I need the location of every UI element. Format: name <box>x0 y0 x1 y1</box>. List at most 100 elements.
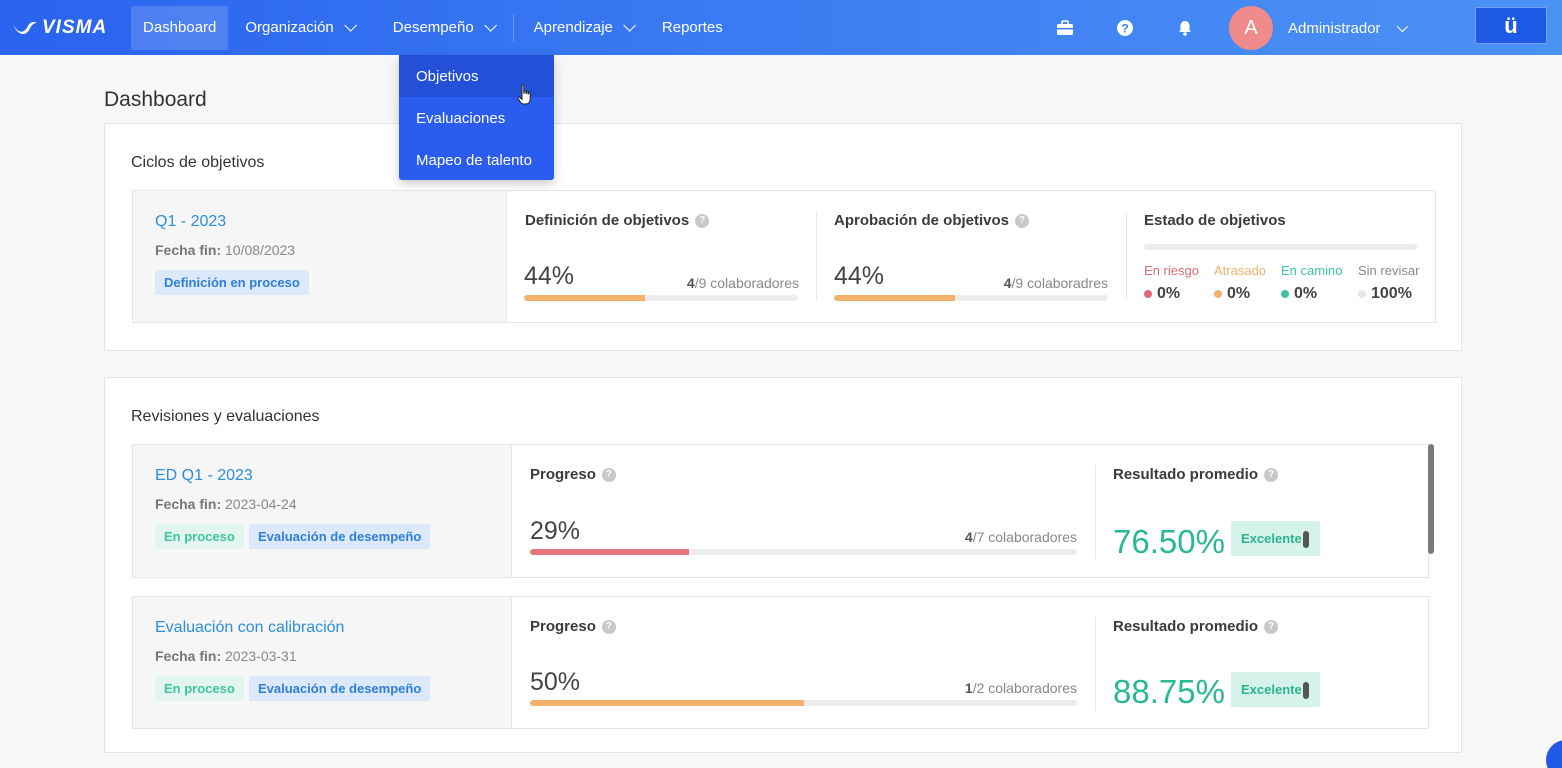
nav-desempeno[interactable]: Desempeño <box>381 6 505 50</box>
status-unreviewed-value: 100% <box>1371 285 1412 302</box>
nav-dashboard[interactable]: Dashboard <box>131 5 229 50</box>
progress-total: /7 colaboradores <box>972 529 1077 545</box>
cycle-name-link[interactable]: Q1 - 2023 <box>155 213 227 230</box>
help-icon[interactable]: ? <box>601 619 616 634</box>
review-info: Evaluación con calibración Fecha fin: 20… <box>133 597 512 728</box>
chat-widget-button[interactable] <box>1546 740 1562 768</box>
nav-aprendizaje[interactable]: Aprendizaje <box>522 6 644 50</box>
visma-logo[interactable]: VISMA <box>12 17 124 39</box>
progress-collaborators: 4/7 colaboradores <box>878 529 1077 545</box>
progress-bar <box>530 549 1077 555</box>
review-row: Evaluación con calibración Fecha fin: 20… <box>132 596 1429 729</box>
objectives-card: Ciclos de objetivos Q1 - 2023 Fecha fin:… <box>104 123 1462 351</box>
status-bar <box>1144 244 1417 250</box>
end-date-label: Fecha fin: <box>155 242 222 258</box>
result-title-text: Resultado promedio <box>1113 618 1259 635</box>
grip-icon <box>1303 682 1309 699</box>
help-icon[interactable]: ? <box>695 213 710 228</box>
status-delayed-label: Atrasado <box>1214 263 1267 278</box>
status-at-risk-label: En riesgo <box>1144 263 1199 278</box>
divider <box>816 211 817 301</box>
app-switcher-button[interactable]: ü <box>1475 7 1547 44</box>
avatar[interactable]: A <box>1229 6 1273 50</box>
progress-fill <box>530 549 689 555</box>
status-unreviewed: 100% <box>1358 285 1412 303</box>
svg-text:?: ? <box>1121 22 1128 36</box>
help-icon[interactable]: ? <box>1015 213 1030 228</box>
approval-total: /9 colaboradres <box>1011 275 1108 291</box>
status-on-track-value: 0% <box>1294 285 1318 302</box>
help-button[interactable]: ? <box>1095 6 1155 50</box>
status-at-risk-value: 0% <box>1157 285 1181 302</box>
bell-icon <box>1179 21 1191 36</box>
nav-organizacion-label: Organización <box>245 19 334 36</box>
progress-done: 4 <box>964 529 973 545</box>
review-name-link[interactable]: ED Q1 - 2023 <box>155 467 253 484</box>
status-delayed-value: 0% <box>1227 285 1251 302</box>
menu-item-objetivos[interactable]: Objetivos <box>399 55 554 97</box>
status-dot <box>1358 290 1366 298</box>
top-navigation: VISMA Dashboard Organización Desempeño A… <box>0 0 1562 55</box>
approval-collaborators: 4/9 colaboradres <box>911 275 1108 291</box>
result-value: 88.75% <box>1113 673 1225 710</box>
review-row: ED Q1 - 2023 Fecha fin: 2023-04-24 En pr… <box>132 444 1429 578</box>
status-delayed: 0% <box>1214 285 1250 303</box>
result-rating-badge: Excelente <box>1231 672 1320 707</box>
result-title: Resultado promedio? <box>1113 466 1279 483</box>
definition-title: Definición de objetivos? <box>525 212 710 229</box>
nav-organizacion[interactable]: Organización <box>233 6 364 50</box>
type-badge: Evaluación de desempeño <box>249 524 431 549</box>
end-date-value: 2023-03-31 <box>225 648 297 664</box>
status-on-track: 0% <box>1281 285 1317 303</box>
review-info: ED Q1 - 2023 Fecha fin: 2023-04-24 En pr… <box>133 445 512 577</box>
result-title: Resultado promedio? <box>1113 618 1279 635</box>
progress-title-text: Progreso <box>530 618 596 635</box>
notifications-button[interactable] <box>1155 6 1215 50</box>
status-badge: En proceso <box>155 676 244 701</box>
chevron-down-icon <box>344 19 357 32</box>
cycle-info: Q1 - 2023 Fecha fin: 10/08/2023 Definici… <box>133 191 507 322</box>
reviews-card-title: Revisiones y evaluaciones <box>131 408 320 425</box>
status-on-track-label: En camino <box>1281 263 1343 278</box>
page-title: Dashboard <box>104 88 207 111</box>
help-icon[interactable]: ? <box>1264 619 1279 634</box>
help-icon[interactable]: ? <box>601 467 616 482</box>
menu-item-evaluaciones[interactable]: Evaluaciones <box>416 109 506 127</box>
result-title-text: Resultado promedio <box>1113 466 1259 483</box>
end-date-value: 2023-04-24 <box>225 496 297 512</box>
status-badge: Definición en proceso <box>155 270 309 295</box>
visma-swoosh-icon <box>13 21 37 34</box>
definition-title-text: Definición de objetivos <box>525 212 690 229</box>
approval-title: Aprobación de objetivos? <box>834 212 1030 229</box>
chevron-down-icon <box>483 19 497 32</box>
approval-percent: 44% <box>834 262 885 290</box>
briefcase-button[interactable] <box>1035 6 1095 50</box>
progress-percent: 50% <box>530 668 581 696</box>
nav-reportes[interactable]: Reportes <box>650 6 735 50</box>
review-end-date: Fecha fin: 2023-04-24 <box>155 496 297 512</box>
progress-title: Progreso? <box>530 618 616 635</box>
approval-progress-bar <box>834 295 1108 301</box>
result-rating-badge: Excelente <box>1231 521 1320 556</box>
nav-desempeno-label: Desempeño <box>392 19 474 36</box>
user-menu[interactable]: Administrador <box>1288 20 1408 37</box>
result-rating-text: Excelente <box>1241 682 1302 697</box>
review-end-date: Fecha fin: 2023-03-31 <box>155 648 297 664</box>
review-name-link[interactable]: Evaluación con calibración <box>155 619 345 636</box>
divider <box>1095 617 1096 711</box>
definition-percent: 44% <box>524 262 575 290</box>
objectives-card-title: Ciclos de objetivos <box>131 154 265 171</box>
help-circle-icon: ? <box>1117 20 1133 36</box>
end-date-label: Fecha fin: <box>155 648 222 664</box>
scrollbar-thumb[interactable] <box>1428 444 1434 554</box>
definition-total: /9 colaboradores <box>694 275 799 291</box>
nav-dashboard-label: Dashboard <box>143 19 217 36</box>
briefcase-icon <box>1057 20 1073 35</box>
progress-done: 1 <box>964 680 973 696</box>
progress-fill <box>530 700 804 706</box>
menu-item-mapeo-de-talento[interactable]: Mapeo de talento <box>416 151 532 169</box>
definition-collaborators: 4/9 colaboradores <box>603 275 799 291</box>
chevron-down-icon <box>1396 20 1408 33</box>
progress-percent: 29% <box>530 517 581 545</box>
help-icon[interactable]: ? <box>1264 467 1279 482</box>
